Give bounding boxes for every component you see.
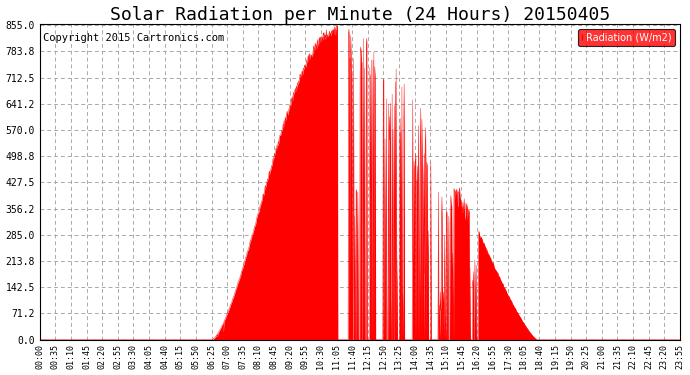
Legend: Radiation (W/m2): Radiation (W/m2) — [578, 28, 675, 46]
Text: Copyright 2015 Cartronics.com: Copyright 2015 Cartronics.com — [43, 33, 224, 43]
Title: Solar Radiation per Minute (24 Hours) 20150405: Solar Radiation per Minute (24 Hours) 20… — [110, 6, 610, 24]
